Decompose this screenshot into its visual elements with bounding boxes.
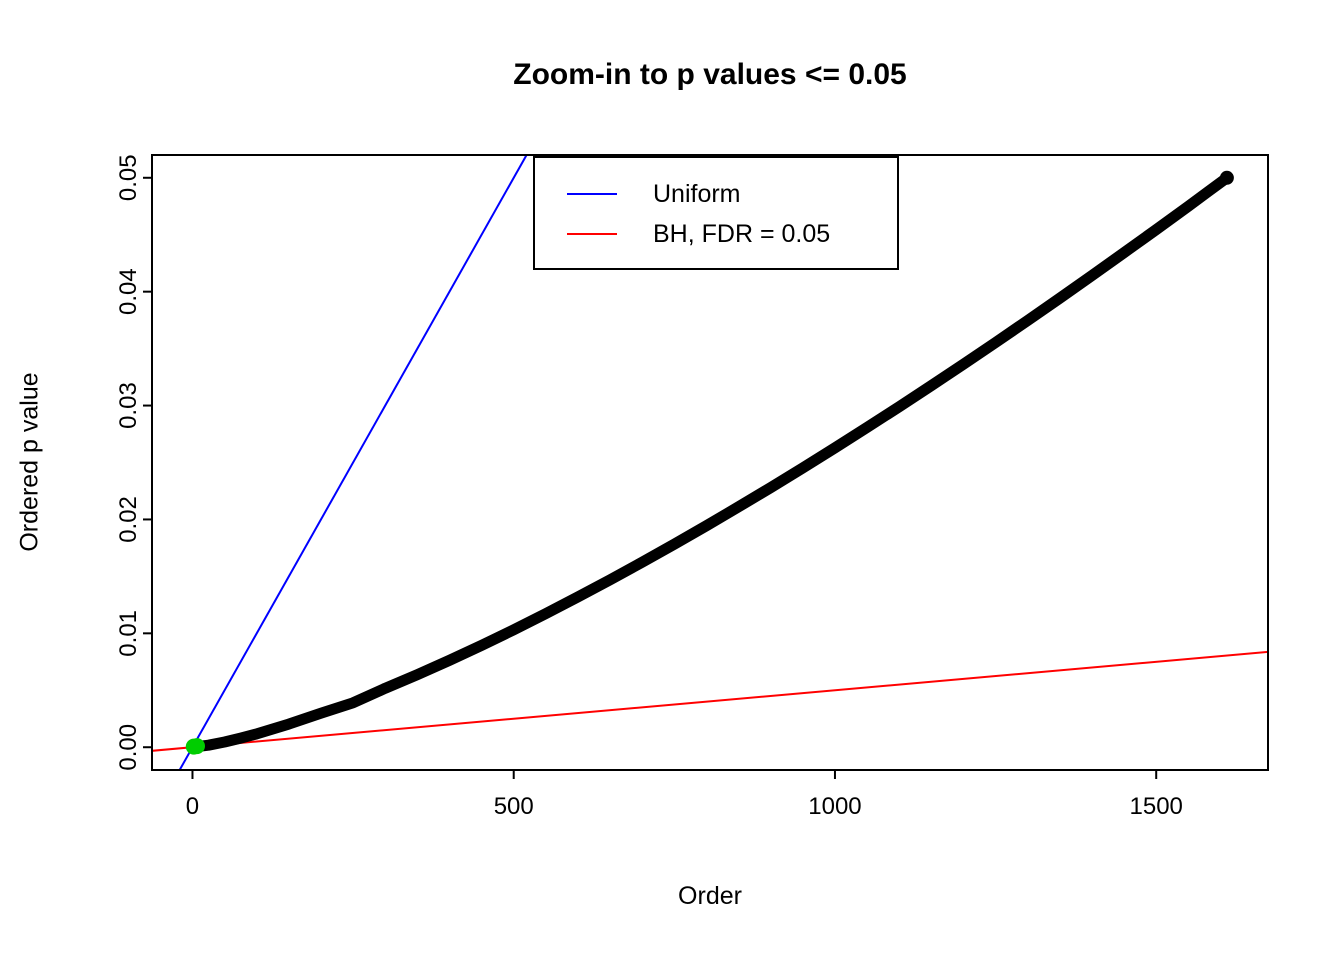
uniform-line-swatch — [567, 193, 617, 195]
y-tick-label: 0.00 — [115, 724, 142, 771]
y-tick-label: 0.02 — [115, 496, 142, 543]
x-tick-label: 1000 — [808, 793, 861, 820]
x-tick-label: 1500 — [1130, 793, 1183, 820]
x-tick-label: 500 — [494, 793, 534, 820]
bh-line-swatch — [567, 233, 617, 235]
significant-point — [188, 738, 205, 755]
y-tick-label: 0.01 — [115, 610, 142, 657]
series-line-bh-fdr-0-05 — [152, 650, 1268, 752]
legend-item-uniform: Uniform — [535, 174, 897, 214]
legend-item-bh: BH, FDR = 0.05 — [535, 214, 897, 254]
ordered-p-curve — [187, 172, 1233, 753]
y-tick-label: 0.05 — [115, 154, 142, 201]
plot-border — [151, 154, 1269, 771]
legend-label-bh: BH, FDR = 0.05 — [653, 219, 831, 248]
legend: Uniform BH, FDR = 0.05 — [533, 156, 899, 270]
series-group — [152, 155, 1268, 770]
curve-end-point — [1219, 170, 1234, 185]
chart-title: Zoom-in to p values <= 0.05 — [513, 58, 907, 91]
x-tick-label: 0 — [186, 793, 199, 820]
series-line-uniform — [178, 155, 528, 770]
y-tick-label: 0.04 — [115, 268, 142, 315]
y-tick-label: 0.03 — [115, 382, 142, 429]
legend-label-uniform: Uniform — [653, 179, 741, 208]
x-axis-title: Order — [678, 882, 742, 910]
